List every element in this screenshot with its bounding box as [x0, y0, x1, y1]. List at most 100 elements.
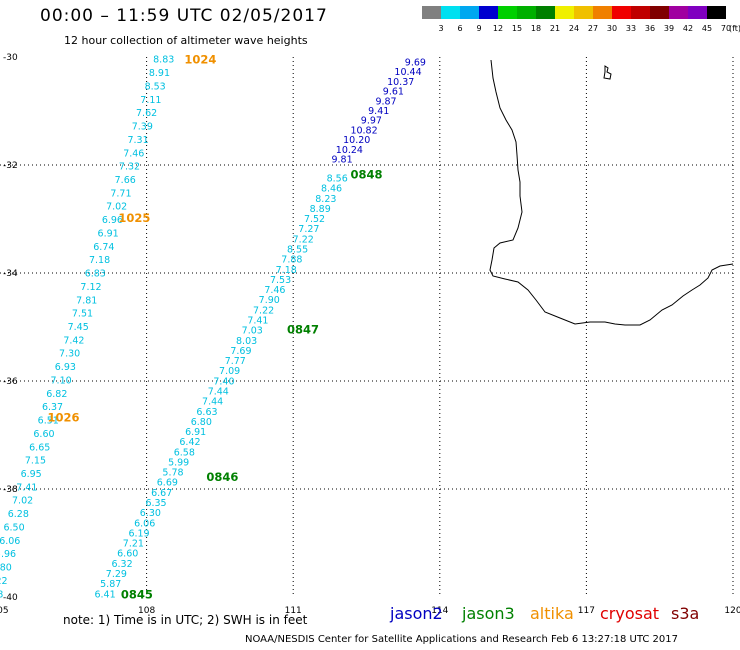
- wave-height-value: 7.44: [208, 386, 229, 397]
- legend-swatch: [555, 6, 574, 19]
- lon-tick-label: 114: [431, 606, 448, 616]
- wave-height-value: 7.88: [281, 255, 302, 266]
- wave-height-value: 6.60: [117, 549, 138, 560]
- wave-height-value: 7.69: [230, 346, 251, 357]
- legend-label: 18: [531, 24, 541, 33]
- satellite-jason2-label: jason2: [390, 604, 443, 623]
- wave-height-value: 6.51: [38, 416, 59, 427]
- wave-height-value: 6.06: [0, 536, 20, 547]
- page-title: 00:00 – 11:59 UTC 02/05/2017: [40, 6, 328, 26]
- pass-time-label: 1024: [184, 53, 216, 67]
- credit-line: NOAA/NESDIS Center for Satellite Applica…: [245, 634, 678, 645]
- wave-height-value: 5.87: [100, 579, 121, 590]
- lon-tick-label: 120: [724, 606, 740, 616]
- pass-time-label: 0845: [121, 587, 153, 601]
- wave-height-value: 6.50: [3, 522, 24, 533]
- satellite-s3a-label: s3a: [671, 604, 700, 623]
- legend-label: 45: [702, 24, 712, 33]
- wave-height-value: 6.93: [55, 362, 76, 373]
- wave-height-value: 6.65: [29, 442, 50, 453]
- wave-height-value: 6.91: [98, 228, 119, 239]
- wave-height-value: 6.83: [85, 269, 106, 280]
- australia-coastline: [489, 59, 734, 326]
- wave-height-value: 7.41: [247, 315, 268, 326]
- wave-height-value: 6.30: [140, 508, 161, 519]
- wave-height-value: 7.53: [270, 275, 291, 286]
- wave-height-value: 7.46: [264, 285, 285, 296]
- legend-label: 42: [683, 24, 693, 33]
- wave-height-value: 7.22: [253, 305, 274, 316]
- wave-height-value: 8.53: [145, 81, 166, 92]
- legend-swatch: [498, 6, 517, 19]
- wave-height-value: 7.71: [110, 188, 131, 199]
- lon-tick-label: 105: [0, 606, 9, 616]
- pass-time-label: 1026: [48, 411, 80, 425]
- lat-tick-label: -36: [3, 377, 18, 387]
- wave-height-value: 7.45: [68, 322, 89, 333]
- wave-height-value: 8.23: [315, 194, 336, 205]
- wave-height-value: 8.83: [153, 55, 174, 66]
- wave-height-value: 6.42: [179, 437, 200, 448]
- wave-height-value: 7.46: [123, 148, 144, 159]
- wave-height-value: 6.19: [128, 528, 149, 539]
- wave-height-value: 6.37: [42, 402, 63, 413]
- lat-tick-label: -32: [3, 161, 18, 171]
- coastline-path: [489, 59, 734, 326]
- satellite-cryosat-label: cryosat: [600, 604, 660, 623]
- lat-lon-grid: 105 108 111 114 117 120 -30 -32 -34 -36 -38 -40: [0, 53, 740, 616]
- lon-tick-label: 111: [285, 606, 302, 616]
- wave-height-value: 7.81: [76, 295, 97, 306]
- wave-height-value: 9.87: [375, 96, 396, 107]
- wave-height-value: 6.60: [33, 429, 54, 440]
- legend-label: 30: [607, 24, 617, 33]
- wave-height-value: 5.99: [168, 457, 189, 468]
- wave-height-value: 6.22: [0, 576, 8, 587]
- wave-height-value: 7.77: [225, 356, 246, 367]
- legend-swatch: [422, 6, 441, 19]
- wave-height-value: 7.10: [51, 375, 72, 386]
- wave-height-value: 9.81: [331, 155, 352, 166]
- wave-height-value: 7.31: [127, 135, 148, 146]
- wave-height-value: 8.89: [310, 204, 331, 215]
- legend-label: 39: [664, 24, 674, 33]
- legend-label: 15: [512, 24, 522, 33]
- wave-height-value: 7.51: [72, 309, 93, 320]
- wave-height-value: 7.02: [12, 496, 33, 507]
- wave-height-value: 7.15: [25, 456, 46, 467]
- pass-time-label: 0847: [287, 323, 319, 337]
- wave-height-value: 6.69: [157, 478, 178, 489]
- legend-label: 70: [721, 24, 731, 33]
- legend-swatch: [650, 6, 669, 19]
- legend-swatch: [669, 6, 688, 19]
- wave-height-value: 6.06: [134, 518, 155, 529]
- wave-height-value: 7.90: [259, 295, 280, 306]
- wave-height-value: 9.41: [368, 106, 389, 117]
- lat-tick-label: -38: [3, 485, 18, 495]
- wave-height-value: 5.78: [162, 468, 183, 479]
- pass-time-label: 0846: [206, 470, 238, 484]
- wave-height-value: 8.91: [149, 68, 170, 79]
- legend-swatch: [479, 6, 498, 19]
- wave-height-value: 7.42: [63, 335, 84, 346]
- wave-height-value: 7.32: [119, 162, 140, 173]
- legend-label: 21: [550, 24, 560, 33]
- wave-height-value: 6.28: [8, 509, 29, 520]
- wave-height-value: 8.03: [236, 336, 257, 347]
- lon-tick-label: 108: [138, 606, 155, 616]
- wave-height-value: 7.41: [16, 482, 37, 493]
- wave-height-value: 8.56: [327, 174, 348, 185]
- wave-height-value: 6.58: [174, 447, 195, 458]
- wave-height-value: 6.96: [102, 215, 123, 226]
- wave-height-value: 5.98: [0, 589, 3, 600]
- wave-height-value: 9.61: [383, 87, 404, 98]
- legend-swatch: [441, 6, 460, 19]
- wave-height-value: 6.91: [185, 427, 206, 438]
- wave-height-value: 5.80: [0, 563, 12, 574]
- legend-label: 27: [588, 24, 598, 33]
- wave-height-value: 7.03: [242, 326, 263, 337]
- page-subtitle: 12 hour collection of altimeter wave hei…: [64, 34, 308, 47]
- wave-height-value: 7.11: [140, 95, 161, 106]
- pass-time-label: 1025: [118, 211, 150, 225]
- wave-height-value: 7.30: [59, 349, 80, 360]
